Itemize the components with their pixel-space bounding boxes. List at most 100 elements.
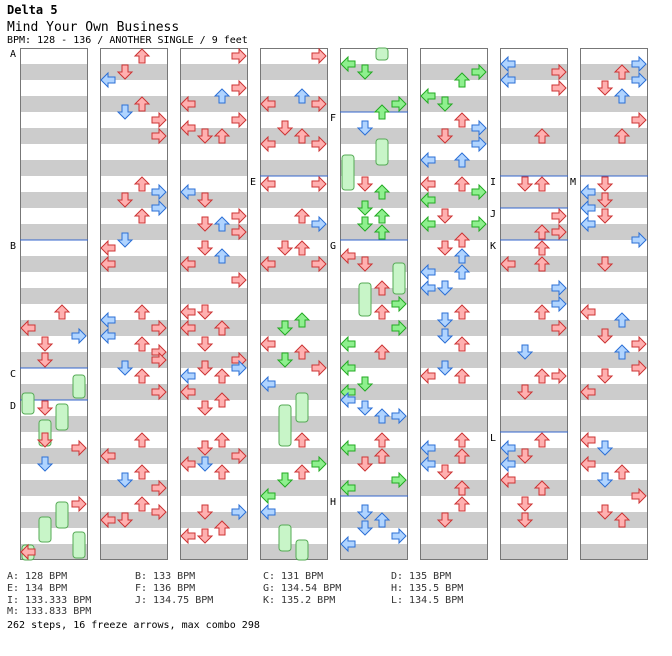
arrow-left-icon [580, 383, 596, 401]
bpm-legend-f: F: 136 BPM [135, 583, 196, 594]
arrow-down-icon [196, 216, 214, 232]
arrow-up-icon [373, 280, 391, 296]
arrow-right-icon [391, 319, 407, 337]
arrow-left-icon [500, 55, 516, 73]
freeze-arrow-icon [375, 47, 389, 61]
arrow-up-icon [453, 336, 471, 352]
arrow-down-icon [436, 128, 454, 144]
chart-column [180, 48, 248, 560]
arrow-left-icon [340, 391, 356, 409]
arrow-up-icon [213, 520, 231, 536]
arrow-down-icon [116, 360, 134, 376]
arrow-down-icon [516, 496, 534, 512]
arrow-down-icon [436, 240, 454, 256]
bpm-legend-c: C: 131 BPM [263, 571, 324, 582]
bpm-legend-i: I: 133.333 BPM [7, 595, 92, 606]
arrow-right-icon [231, 503, 247, 521]
section-label: E [250, 177, 256, 188]
arrow-right-icon [311, 359, 327, 377]
arrow-right-icon [231, 359, 247, 377]
freeze-arrow-icon [55, 403, 69, 431]
arrow-left-icon [100, 447, 116, 465]
arrow-up-icon [453, 72, 471, 88]
arrow-left-icon [340, 439, 356, 457]
arrow-down-icon [436, 512, 454, 528]
arrow-up-icon [453, 448, 471, 464]
arrow-down-icon [436, 328, 454, 344]
arrow-down-icon [196, 504, 214, 520]
section-label: B [10, 241, 16, 252]
arrow-left-icon [260, 255, 276, 273]
arrow-down-icon [356, 520, 374, 536]
arrow-down-icon [356, 176, 374, 192]
arrow-down-icon [596, 472, 614, 488]
chart-column [500, 48, 568, 560]
arrow-up-icon [613, 464, 631, 480]
arrow-up-icon [133, 176, 151, 192]
song-title: Mind Your Own Business [7, 20, 180, 35]
arrow-up-icon [613, 344, 631, 360]
arrow-up-icon [373, 104, 391, 120]
chart-column [340, 48, 408, 560]
bpm-legend-j: J: 134.75 BPM [135, 595, 214, 606]
arrow-left-icon [420, 279, 436, 297]
arrow-up-icon [533, 432, 551, 448]
arrow-right-icon [151, 199, 167, 217]
bpm-legend-b: B: 133 BPM [135, 571, 196, 582]
arrow-up-icon [613, 88, 631, 104]
arrow-up-icon [533, 480, 551, 496]
arrow-left-icon [100, 239, 116, 257]
arrow-left-icon [580, 455, 596, 473]
chart-column [20, 48, 88, 560]
arrow-up-icon [533, 304, 551, 320]
arrow-left-icon [420, 151, 436, 169]
arrow-down-icon [436, 280, 454, 296]
arrow-down-icon [436, 312, 454, 328]
freeze-arrow-icon [375, 138, 389, 166]
arrow-up-icon [213, 368, 231, 384]
arrow-right-icon [231, 223, 247, 241]
arrow-up-icon [213, 128, 231, 144]
arrow-down-icon [436, 208, 454, 224]
arrow-down-icon [196, 360, 214, 376]
arrow-right-icon [151, 479, 167, 497]
section-label: D [10, 401, 16, 412]
section-label: C [10, 369, 16, 380]
arrow-down-icon [356, 504, 374, 520]
arrow-up-icon [533, 256, 551, 272]
arrow-up-icon [293, 432, 311, 448]
chart-column [580, 48, 648, 560]
arrow-up-icon [613, 312, 631, 328]
arrow-down-icon [36, 352, 54, 368]
arrow-left-icon [180, 527, 196, 545]
section-label: J [490, 209, 496, 220]
arrow-down-icon [596, 504, 614, 520]
arrow-right-icon [551, 367, 567, 385]
arrow-right-icon [631, 231, 647, 249]
arrow-right-icon [231, 207, 247, 225]
arrow-left-icon [180, 319, 196, 337]
arrow-up-icon [213, 248, 231, 264]
arrow-left-icon [180, 383, 196, 401]
arrow-left-icon [340, 55, 356, 73]
freeze-arrow-icon [278, 404, 292, 447]
arrow-right-icon [311, 135, 327, 153]
arrow-up-icon [613, 128, 631, 144]
arrow-left-icon [580, 303, 596, 321]
arrow-left-icon [500, 455, 516, 473]
arrow-up-icon [373, 408, 391, 424]
arrow-right-icon [471, 135, 487, 153]
arrow-up-icon [373, 344, 391, 360]
arrow-left-icon [340, 479, 356, 497]
arrow-left-icon [420, 367, 436, 385]
arrow-left-icon [500, 439, 516, 457]
arrow-down-icon [596, 192, 614, 208]
arrow-down-icon [196, 240, 214, 256]
arrow-up-icon [133, 432, 151, 448]
arrow-left-icon [500, 471, 516, 489]
arrow-right-icon [311, 47, 327, 65]
arrow-down-icon [516, 448, 534, 464]
arrow-down-icon [516, 512, 534, 528]
arrow-up-icon [293, 88, 311, 104]
bpm-legend-e: E: 134 BPM [7, 583, 68, 594]
